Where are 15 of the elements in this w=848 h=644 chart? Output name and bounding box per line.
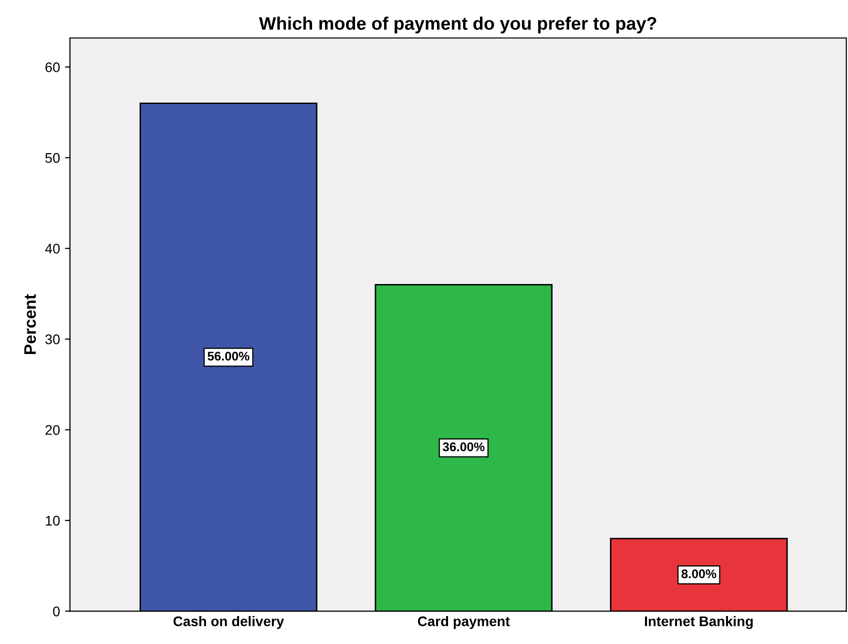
chart-title: Which mode of payment do you prefer to pay? [259, 16, 656, 34]
y-tick-label: 30 [45, 334, 60, 344]
data-label: 8.00% [682, 569, 716, 578]
x-tick-label: Card payment [418, 616, 510, 629]
y-tick-label: 10 [46, 516, 60, 526]
y-tick-label: 60 [45, 62, 60, 72]
data-label: 36.00% [442, 442, 485, 452]
y-tick-label: 50 [45, 153, 60, 163]
y-axis-title: Percent [24, 294, 36, 354]
x-tick-label: Internet Banking [644, 616, 753, 630]
x-tick-label: Cash on delivery [173, 616, 284, 629]
y-tick-label: 20 [45, 425, 60, 435]
data-label: 56.00% [208, 352, 250, 361]
y-tick-label: 0 [53, 606, 60, 616]
y-tick-label: 40 [45, 244, 60, 254]
